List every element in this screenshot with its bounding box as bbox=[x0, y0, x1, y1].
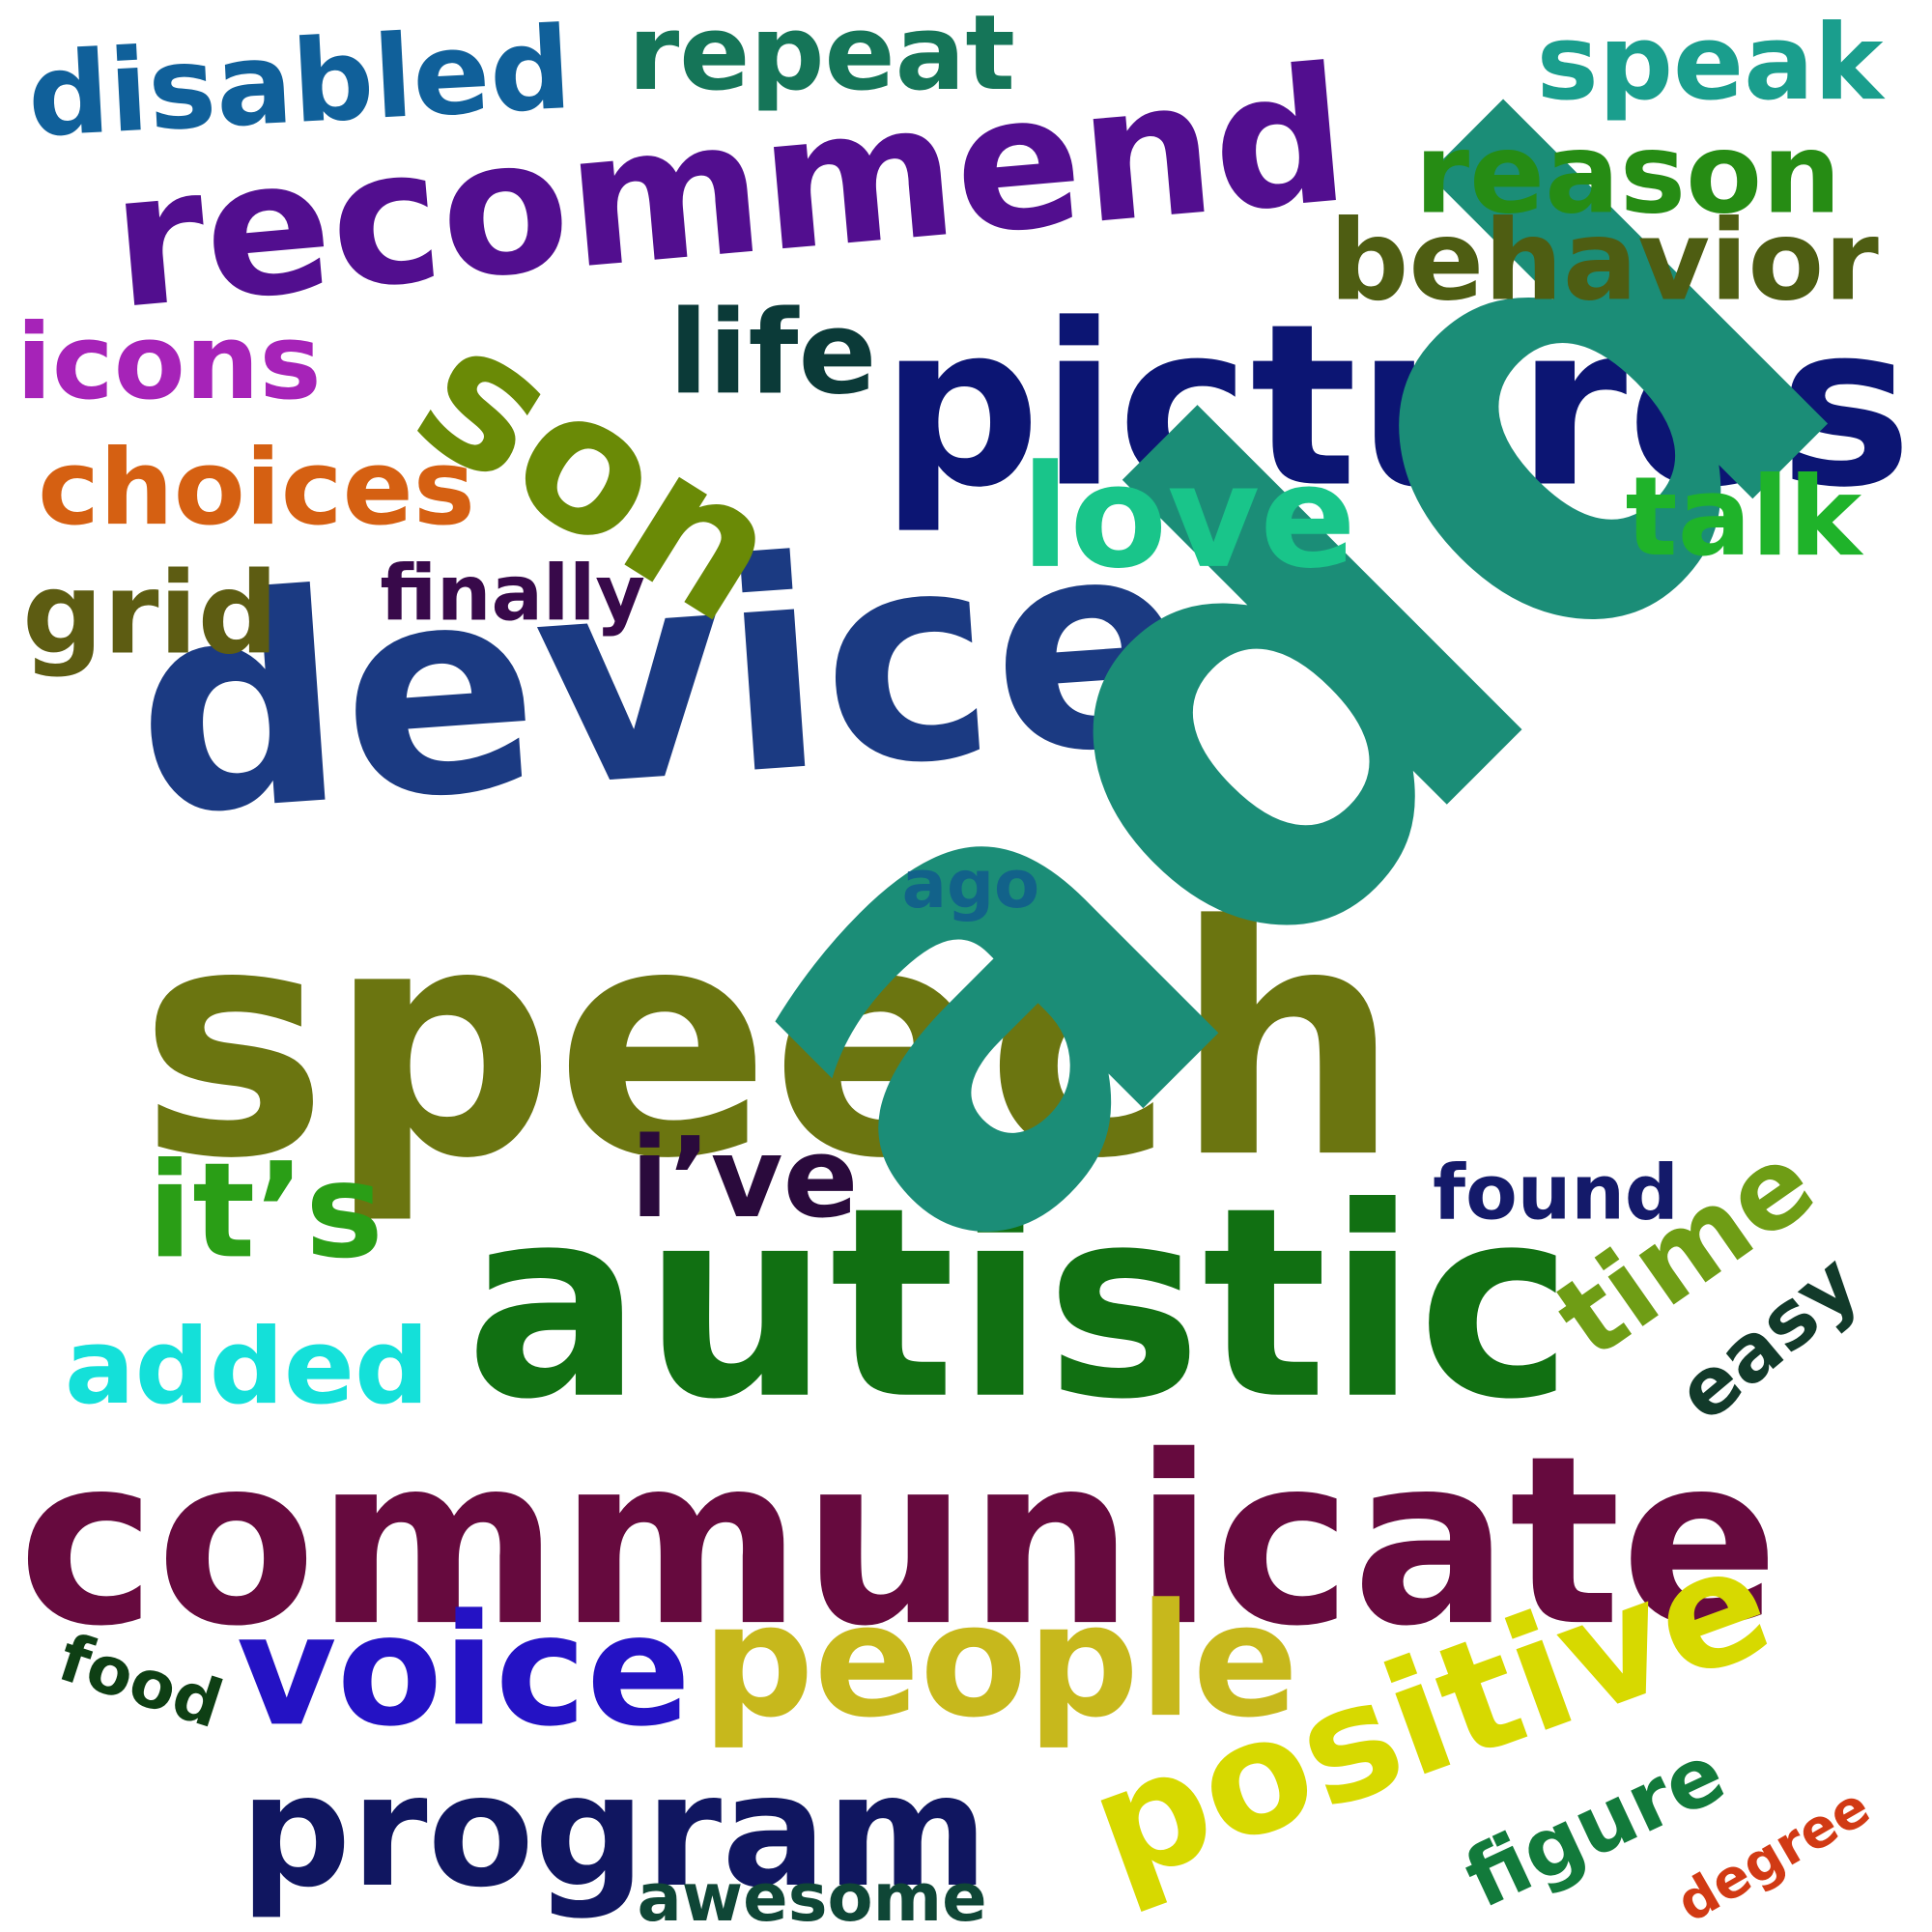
word-ive: i’ve bbox=[630, 1113, 858, 1243]
word-pictures: pictures bbox=[879, 275, 1913, 536]
word-communicate: communicate bbox=[17, 1405, 1779, 1677]
word-voice: voice bbox=[236, 1581, 692, 1761]
word-program: program bbox=[239, 1740, 988, 1921]
word-choices: choices bbox=[37, 426, 475, 549]
word-talk: talk bbox=[1625, 453, 1862, 581]
word-icons: icons bbox=[15, 300, 322, 423]
word-autistic: autistic bbox=[465, 1150, 1574, 1458]
word-reason: reason bbox=[1414, 109, 1841, 239]
word-grid: grid bbox=[21, 547, 278, 680]
word-ago: ago bbox=[901, 844, 1040, 923]
word-repeat: repeat bbox=[627, 0, 1015, 114]
word-awesome: awesome bbox=[636, 1860, 987, 1932]
word-speech: speech bbox=[138, 858, 1401, 1228]
word-love: love bbox=[1020, 434, 1356, 600]
word-disabled: disabled bbox=[24, 1, 575, 163]
word-added: added bbox=[64, 1306, 429, 1428]
word-speak: speak bbox=[1536, 2, 1884, 124]
word-found: found bbox=[1432, 1149, 1679, 1236]
word-behavior: behavior bbox=[1328, 196, 1879, 326]
word-finally: finally bbox=[379, 549, 645, 639]
word-people: people bbox=[701, 1570, 1298, 1753]
word-life: life bbox=[668, 285, 877, 420]
word-its: it’s bbox=[147, 1135, 384, 1289]
